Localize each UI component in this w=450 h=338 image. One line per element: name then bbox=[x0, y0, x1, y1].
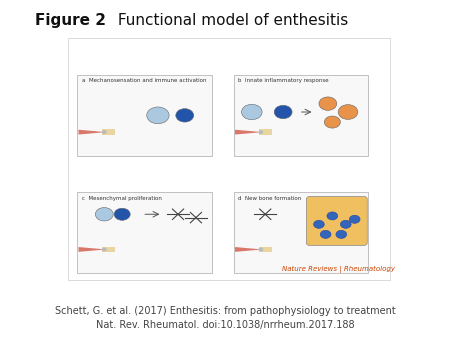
Circle shape bbox=[242, 104, 262, 120]
Circle shape bbox=[259, 131, 262, 134]
Polygon shape bbox=[102, 246, 115, 252]
Polygon shape bbox=[102, 129, 115, 135]
Circle shape bbox=[338, 105, 358, 119]
Circle shape bbox=[319, 97, 337, 110]
Circle shape bbox=[327, 212, 338, 220]
Circle shape bbox=[176, 108, 194, 122]
Circle shape bbox=[95, 208, 113, 221]
Text: Nature Reviews | Rheumatology: Nature Reviews | Rheumatology bbox=[282, 266, 395, 273]
FancyBboxPatch shape bbox=[306, 196, 367, 245]
Polygon shape bbox=[259, 246, 271, 252]
Text: Figure 2: Figure 2 bbox=[35, 13, 106, 28]
Text: c  Mesenchymal proliferation: c Mesenchymal proliferation bbox=[82, 196, 162, 201]
FancyBboxPatch shape bbox=[77, 192, 212, 273]
Text: Functional model of enthesitis: Functional model of enthesitis bbox=[113, 13, 348, 28]
Circle shape bbox=[103, 248, 106, 251]
FancyBboxPatch shape bbox=[68, 38, 391, 280]
Polygon shape bbox=[78, 130, 102, 135]
Circle shape bbox=[314, 220, 324, 228]
FancyBboxPatch shape bbox=[234, 192, 368, 273]
FancyBboxPatch shape bbox=[77, 75, 212, 155]
Circle shape bbox=[147, 107, 169, 124]
Text: b  Innate inflammatory response: b Innate inflammatory response bbox=[238, 78, 329, 83]
Polygon shape bbox=[235, 130, 259, 135]
Text: a  Mechanosensation and immune activation: a Mechanosensation and immune activation bbox=[82, 78, 207, 83]
Circle shape bbox=[349, 215, 360, 223]
Circle shape bbox=[320, 230, 331, 238]
Text: d  New bone formation: d New bone formation bbox=[238, 196, 302, 201]
Circle shape bbox=[259, 248, 262, 251]
Circle shape bbox=[274, 105, 292, 119]
Polygon shape bbox=[78, 247, 102, 252]
Circle shape bbox=[340, 220, 351, 228]
Circle shape bbox=[103, 131, 106, 134]
Text: Schett, G. et al. (2017) Enthesitis: from pathophysiology to treatment
Nat. Rev.: Schett, G. et al. (2017) Enthesitis: fro… bbox=[54, 306, 396, 330]
Circle shape bbox=[336, 230, 346, 238]
Circle shape bbox=[114, 208, 130, 220]
Polygon shape bbox=[235, 247, 259, 252]
Polygon shape bbox=[259, 129, 271, 135]
Circle shape bbox=[324, 116, 340, 128]
Text: Figure 2 Functional model of enthesitis: Figure 2 Functional model of enthesitis bbox=[77, 13, 373, 28]
FancyBboxPatch shape bbox=[234, 75, 368, 155]
